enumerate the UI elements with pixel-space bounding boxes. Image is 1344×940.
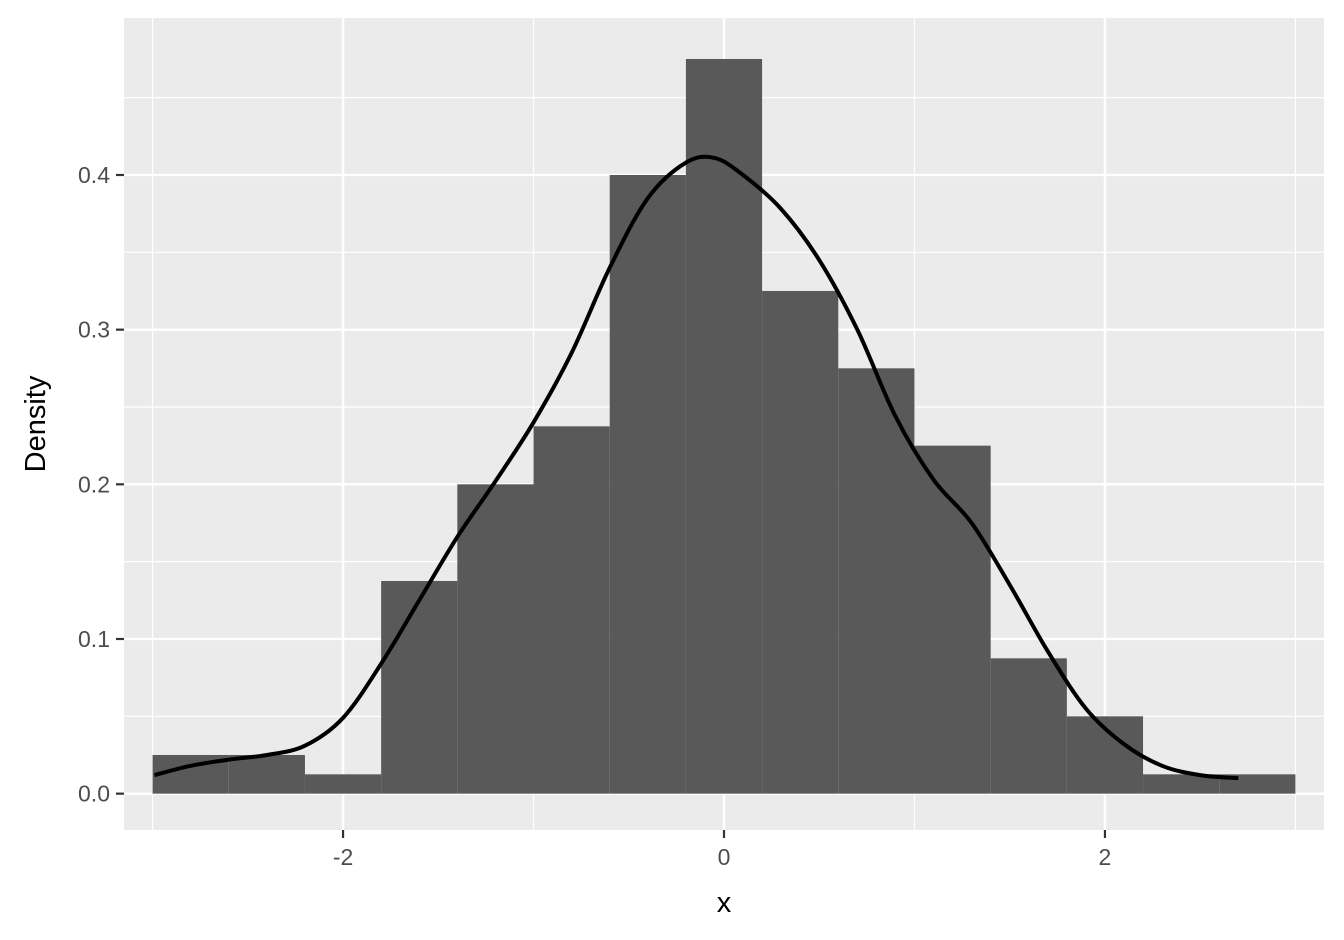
histogram-bar-9 (838, 368, 915, 794)
y-axis: 0.0 0.1 0.2 0.3 0.4 (78, 162, 124, 807)
histogram-bar-4 (457, 484, 534, 794)
y-tick-label: 0.3 (78, 317, 110, 343)
y-tick-label: 0.0 (78, 781, 110, 807)
histogram-bar-11 (990, 658, 1067, 794)
x-tick-label: -2 (333, 844, 353, 870)
histogram-bars (152, 58, 1296, 794)
x-axis-title: x (717, 887, 732, 919)
x-tick-label: 0 (718, 844, 731, 870)
y-tick-label: 0.4 (78, 162, 110, 188)
histogram-bar-6 (609, 174, 686, 794)
x-axis: -2 0 2 (333, 830, 1112, 870)
y-axis-title: Density (20, 375, 52, 472)
histogram-bar-3 (381, 580, 458, 794)
histogram-bar-1 (228, 754, 305, 794)
density-curve (153, 154, 1239, 781)
y-tick-label: 0.1 (78, 626, 110, 652)
histogram-bar-5 (533, 426, 610, 794)
histogram-bar-13 (1143, 774, 1220, 794)
x-tick-label: 2 (1099, 844, 1112, 870)
histogram-bar-7 (685, 58, 763, 794)
histogram-bar-14 (1219, 774, 1296, 794)
histogram-bar-10 (914, 445, 991, 794)
histogram-bar-8 (762, 290, 839, 794)
histogram-bar-2 (304, 774, 382, 794)
y-tick-label: 0.2 (78, 471, 110, 497)
